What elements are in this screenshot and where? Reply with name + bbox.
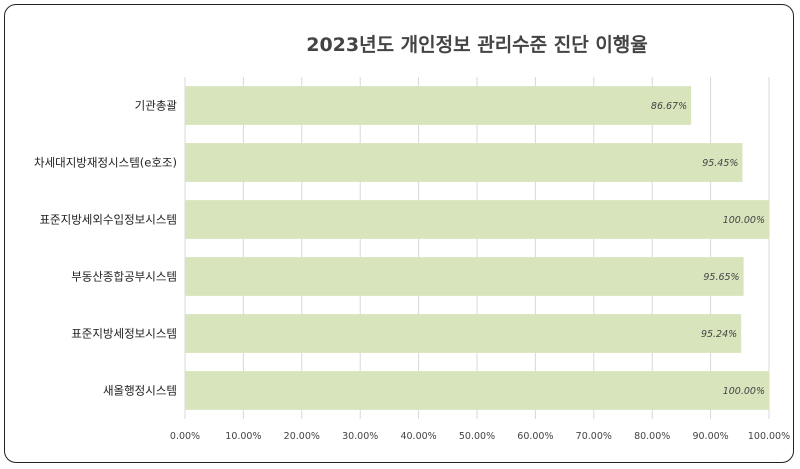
data-label: 86.67% xyxy=(651,101,687,112)
tick-label: 50.00% xyxy=(459,431,495,442)
tick-label: 80.00% xyxy=(634,431,670,442)
tick-label: 40.00% xyxy=(400,431,436,442)
tick-label: 30.00% xyxy=(342,431,378,442)
bar xyxy=(185,86,692,125)
category-label: 표준지방세외수입정보시스템 xyxy=(39,213,177,227)
x-tick-labels: 0.00% 10.00% 20.00% 30.00% 40.00% 50.00% 60.00… xyxy=(170,431,790,442)
bar xyxy=(185,314,742,353)
bar xyxy=(185,143,743,182)
category-label: 기관총괄 xyxy=(135,99,178,113)
tick-label: 90.00% xyxy=(692,431,728,442)
bar-chart: 2023년도 개인정보 관리수준 진단 이행율 86.67% 95.45% 100.… xyxy=(34,34,790,442)
tick-label: 10.00% xyxy=(225,431,261,442)
data-label: 100.00% xyxy=(723,215,765,226)
bar xyxy=(185,200,769,239)
chart-title: 2023년도 개인정보 관리수준 진단 이행율 xyxy=(306,34,648,56)
data-label: 95.45% xyxy=(702,158,738,169)
category-label: 표준지방세정보시스템 xyxy=(71,327,177,341)
tick-label: 60.00% xyxy=(517,431,553,442)
tick-label: 70.00% xyxy=(576,431,612,442)
bar xyxy=(185,257,744,296)
tick-label: 0.00% xyxy=(170,431,200,442)
bars: 86.67% 95.45% 100.00% 95.65% 95.24% 100.00% xyxy=(185,86,769,410)
bar xyxy=(185,371,769,410)
category-label: 차세대지방재정시스템(e호조) xyxy=(34,156,177,170)
data-label: 100.00% xyxy=(723,386,765,397)
tick-label: 100.00% xyxy=(748,431,790,442)
category-label: 부동산종합공부시스템 xyxy=(71,270,177,284)
gridlines xyxy=(184,77,770,419)
category-label: 새올행정시스템 xyxy=(103,384,177,398)
data-label: 95.65% xyxy=(703,272,739,283)
chart-frame: 2023년도 개인정보 관리수준 진단 이행율 86.67% 95.45% 100.… xyxy=(4,4,794,463)
tick-label: 20.00% xyxy=(284,431,320,442)
data-label: 95.24% xyxy=(701,329,737,340)
